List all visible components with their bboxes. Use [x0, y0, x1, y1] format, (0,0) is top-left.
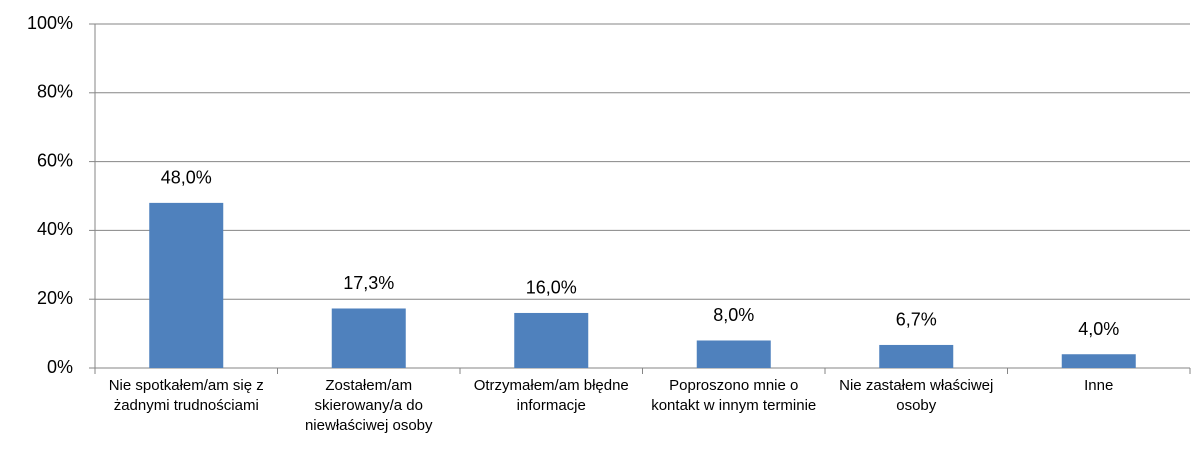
value-label: 17,3% [343, 273, 394, 293]
x-tick-label-box: Zostałem/am skierowany/a do niewłaściwej… [304, 377, 433, 434]
y-tick-label: 20% [37, 288, 73, 308]
value-label: 6,7% [896, 310, 937, 330]
x-tick-label-box: Otrzymałem/am błędne informacje [473, 377, 629, 414]
x-tick-label-box: Poproszono mnie o kontakt w innym termin… [651, 377, 817, 414]
bar [514, 312, 589, 368]
bar [879, 344, 954, 368]
x-tick-label: Nie spotkałem/am się z żadnymi trudności… [108, 377, 264, 414]
x-tick-label: Inne [1084, 377, 1114, 394]
x-tick-label-box: Nie zastałem właściwej osoby [839, 377, 994, 414]
bar [331, 308, 406, 368]
y-tick-label: 40% [37, 219, 73, 239]
x-tick-label: Otrzymałem/am błędne informacje [473, 377, 629, 414]
y-tick-label: 80% [37, 82, 73, 102]
y-tick-label: 100% [27, 13, 73, 33]
y-tick-label: 0% [47, 357, 73, 377]
x-tick-label: Zostałem/am skierowany/a do niewłaściwej… [304, 377, 433, 434]
value-label: 16,0% [526, 278, 577, 298]
bar [696, 340, 771, 368]
x-tick-label-box: Nie spotkałem/am się z żadnymi trudności… [108, 377, 264, 414]
value-label: 4,0% [1078, 319, 1119, 339]
y-tick-label: 60% [37, 150, 73, 170]
x-tick-label-box: Inne [1084, 377, 1114, 394]
value-label: 48,0% [161, 168, 212, 188]
value-label: 8,0% [713, 305, 754, 325]
x-tick-label: Poproszono mnie o kontakt w innym termin… [651, 377, 817, 414]
bar [1061, 354, 1136, 368]
x-tick-label: Nie zastałem właściwej osoby [839, 377, 994, 414]
bar [149, 202, 224, 368]
